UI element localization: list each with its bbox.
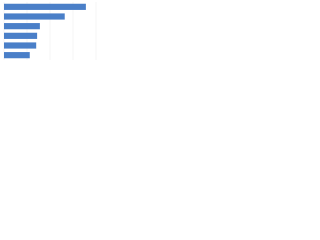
bar [4,42,37,49]
bar [4,32,38,39]
bar [4,52,30,59]
bar [4,23,40,30]
chart [3,2,97,60]
bar [4,13,65,20]
bar [4,3,86,10]
page: {"chart_data": {"type": "bar", "orientat… [0,0,100,71]
